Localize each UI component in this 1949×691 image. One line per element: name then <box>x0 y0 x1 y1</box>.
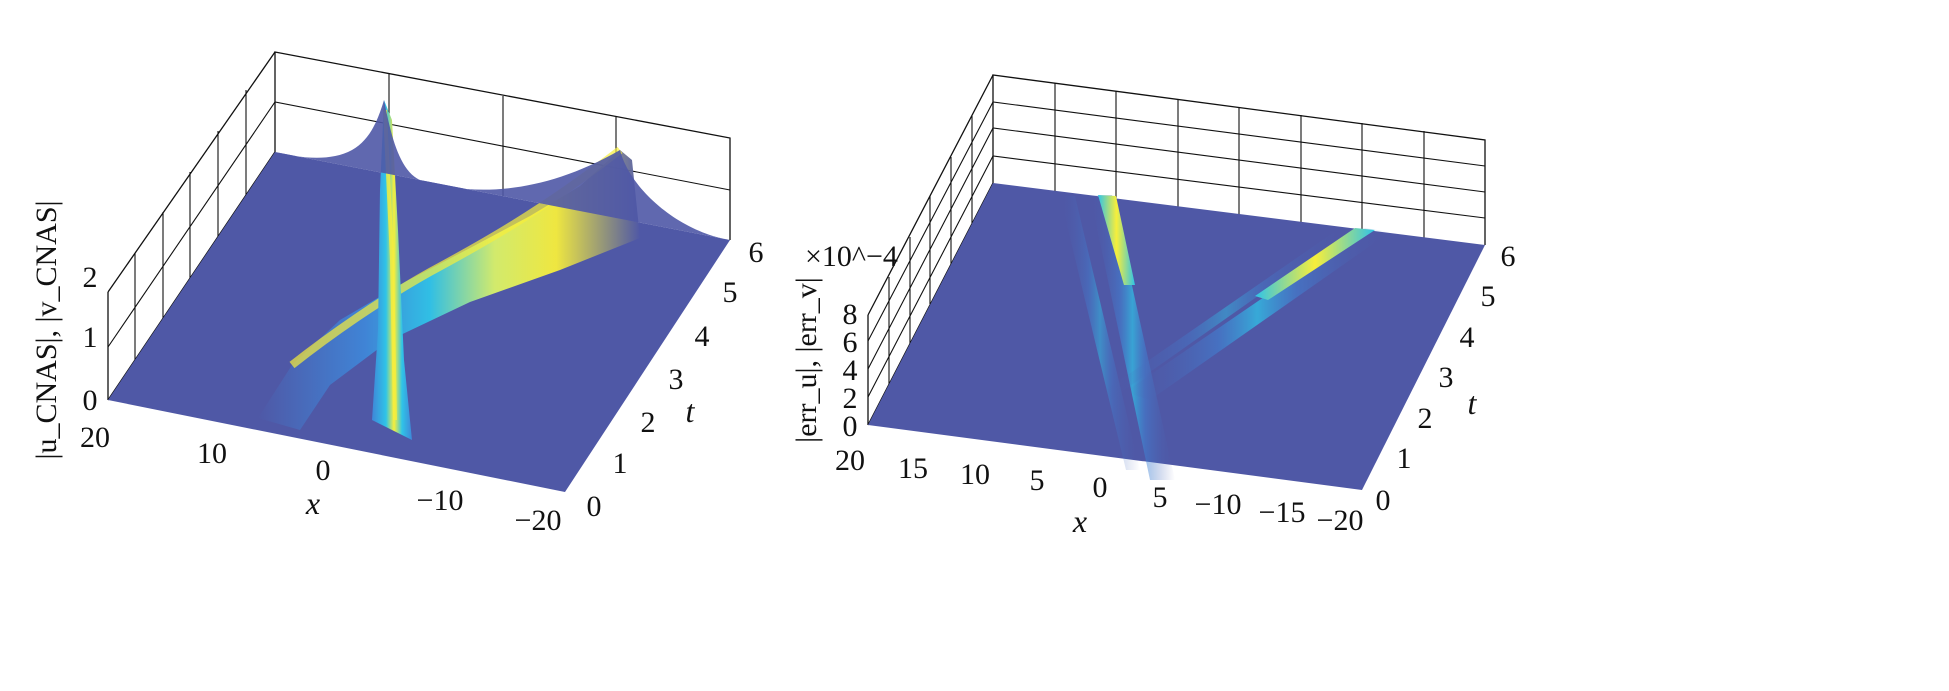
right-t-tick: 4 <box>1460 321 1475 354</box>
right-x-tick: 10 <box>960 458 990 491</box>
right-surface-floor <box>868 183 1485 490</box>
right-z-tick: 2 <box>843 382 858 415</box>
left-x-tick: 10 <box>197 437 227 470</box>
right-x-tick: −20 <box>1317 504 1364 537</box>
left-t-tick: 3 <box>669 363 684 396</box>
left-z-label: |u_CNAS|, |v_CNAS| <box>30 200 63 459</box>
right-x-tick: 5 <box>1153 481 1168 514</box>
left-t-tick: 2 <box>641 406 656 439</box>
left-x-tick: 20 <box>80 421 110 454</box>
left-z-tick: 2 <box>83 261 98 294</box>
left-x-ticks: 20 10 0 −10 −20 <box>80 421 561 537</box>
right-t-ticks: 0 1 2 3 4 5 6 <box>1376 240 1516 517</box>
left-x-tick: −10 <box>417 484 464 517</box>
right-axes-box <box>867 74 1486 426</box>
left-t-tick: 5 <box>723 276 738 309</box>
left-z-ticks: 0 1 2 <box>83 261 98 417</box>
right-z-tick: 6 <box>843 326 858 359</box>
right-x-tick: 5 <box>1030 464 1045 497</box>
right-panel: 20 15 10 5 0 5 −10 −15 −20 x 0 1 2 3 4 5… <box>790 74 1516 539</box>
right-t-tick: 6 <box>1501 240 1516 273</box>
right-z-ticks: 0 2 4 6 8 <box>843 298 858 443</box>
right-t-tick: 2 <box>1418 402 1433 435</box>
left-z-tick: 1 <box>83 321 98 354</box>
left-z-tick: 0 <box>83 384 98 417</box>
right-z-tick: 0 <box>843 410 858 443</box>
left-panel: 20 10 0 −10 −20 x 0 1 2 3 4 5 6 t 0 1 2 … <box>30 51 764 537</box>
left-x-tick: 0 <box>316 454 331 487</box>
right-z-scale: ×10^−4 <box>805 240 898 273</box>
left-t-tick: 6 <box>749 236 764 269</box>
left-t-ticks: 0 1 2 3 4 5 6 <box>587 236 764 523</box>
left-back-profile <box>275 100 730 240</box>
right-x-tick: 0 <box>1093 471 1108 504</box>
right-t-label: t <box>1468 385 1478 421</box>
right-x-tick: −15 <box>1259 496 1306 529</box>
right-t-tick: 0 <box>1376 484 1391 517</box>
right-z-label: |err_u|, |err_v| <box>790 277 823 443</box>
right-x-label: x <box>1072 503 1087 539</box>
right-x-ticks: 20 15 10 5 0 5 −10 −15 −20 <box>835 444 1363 537</box>
right-t-tick: 1 <box>1397 442 1412 475</box>
right-x-tick: 15 <box>898 452 928 485</box>
left-t-tick: 4 <box>695 320 710 353</box>
right-t-tick: 5 <box>1481 280 1496 313</box>
right-x-tick: −10 <box>1195 488 1242 521</box>
left-x-tick: −20 <box>515 504 562 537</box>
left-t-tick: 1 <box>613 447 628 480</box>
left-wave-ridge <box>258 150 640 430</box>
right-z-tick: 4 <box>843 354 858 387</box>
left-t-tick: 0 <box>587 490 602 523</box>
right-z-tick: 8 <box>843 298 858 331</box>
right-error-streaks <box>1060 195 1390 480</box>
right-x-tick: 20 <box>835 444 865 477</box>
left-x-label: x <box>305 485 320 521</box>
left-t-label: t <box>686 393 696 429</box>
right-t-tick: 3 <box>1439 361 1454 394</box>
